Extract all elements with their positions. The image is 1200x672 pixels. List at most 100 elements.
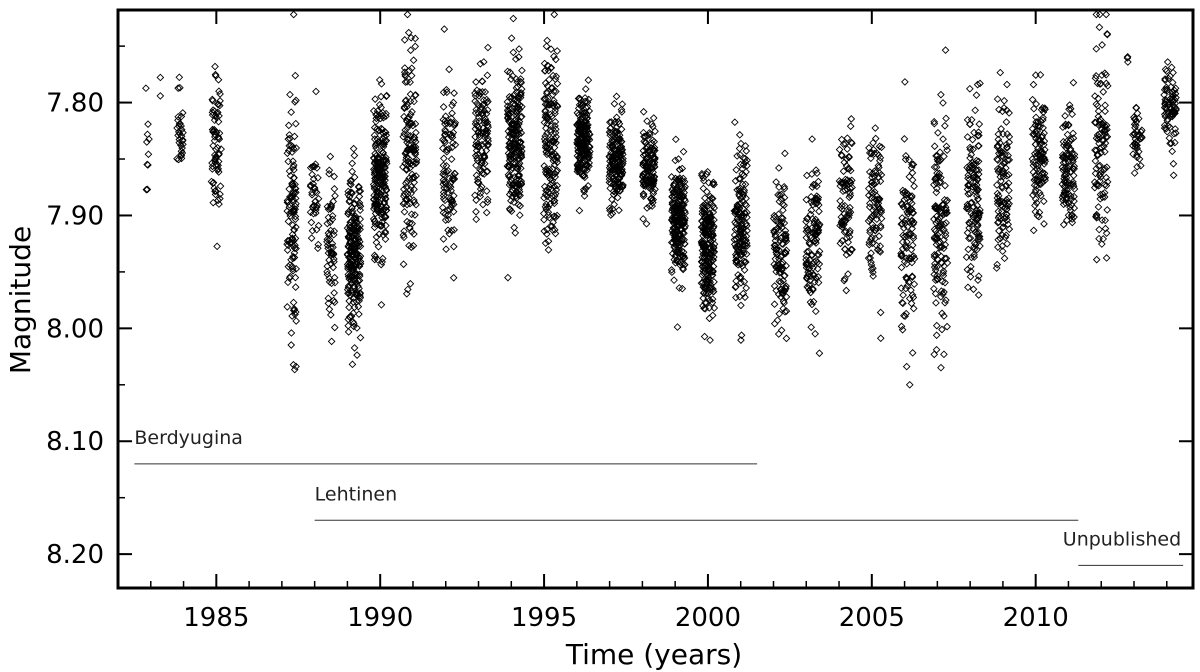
- data-point: [355, 276, 364, 285]
- data-point: [177, 147, 186, 156]
- data-point: [309, 175, 318, 183]
- data-point: [406, 90, 415, 99]
- coverage-label: Lehtinen: [315, 483, 398, 505]
- data-point: [1000, 254, 1009, 263]
- data-point: [174, 84, 182, 92]
- data-point: [352, 260, 361, 268]
- data-point: [369, 180, 378, 189]
- data-point: [448, 101, 456, 110]
- data-point: [476, 192, 485, 201]
- data-point: [446, 194, 455, 203]
- data-point: [372, 233, 381, 241]
- data-point: [1169, 159, 1178, 168]
- data-point: [1133, 162, 1141, 171]
- data-point: [478, 77, 486, 86]
- data-point: [639, 107, 648, 116]
- data-point: [345, 192, 354, 201]
- data-point: [353, 351, 361, 359]
- data-point: [177, 150, 185, 159]
- data-point: [966, 262, 975, 271]
- data-point: [284, 241, 293, 250]
- data-point: [866, 154, 875, 163]
- data-point: [291, 189, 299, 197]
- data-point: [403, 10, 412, 19]
- data-point: [474, 109, 483, 117]
- data-point: [445, 145, 453, 153]
- data-point: [775, 164, 783, 172]
- data-point: [908, 176, 917, 184]
- data-point: [289, 174, 298, 182]
- data-point: [330, 298, 339, 307]
- data-point: [290, 132, 299, 141]
- data-point: [930, 142, 939, 151]
- data-point: [504, 273, 512, 282]
- x-tick-label: 2000: [675, 603, 741, 633]
- data-point: [348, 360, 357, 369]
- data-point: [325, 169, 333, 178]
- data-point: [349, 309, 358, 318]
- data-point: [404, 158, 413, 166]
- data-point: [807, 323, 816, 332]
- data-point: [310, 162, 319, 171]
- data-point: [478, 159, 486, 168]
- data-point: [444, 226, 452, 235]
- data-point: [307, 218, 316, 227]
- data-point: [350, 282, 358, 290]
- data-point: [292, 317, 301, 325]
- data-point: [380, 156, 389, 165]
- data-point: [377, 103, 385, 112]
- data-point: [374, 126, 383, 134]
- data-point: [346, 237, 355, 246]
- data-point: [330, 227, 339, 236]
- data-point: [407, 243, 416, 252]
- data-point: [407, 71, 416, 80]
- data-point: [376, 114, 385, 123]
- data-point: [378, 178, 387, 186]
- data-point: [286, 134, 294, 143]
- data-point: [674, 155, 683, 163]
- data-point: [472, 78, 480, 86]
- data-point: [381, 183, 390, 192]
- data-point: [445, 205, 454, 214]
- data-point: [375, 76, 384, 84]
- data-point: [175, 120, 184, 128]
- data-point: [284, 262, 293, 271]
- data-point: [515, 45, 523, 53]
- data-point: [1169, 68, 1177, 77]
- data-point: [291, 273, 300, 282]
- data-point: [411, 211, 419, 219]
- data-point: [370, 123, 379, 132]
- data-point: [482, 187, 491, 195]
- data-point: [447, 155, 456, 164]
- coverage-label: Berdyugina: [134, 427, 243, 449]
- data-point: [410, 198, 419, 207]
- data-point: [443, 119, 451, 128]
- data-point: [412, 158, 421, 166]
- data-point: [291, 310, 299, 319]
- data-point: [472, 161, 480, 170]
- y-axis-title: Magnitude: [4, 226, 37, 374]
- data-point: [306, 208, 315, 217]
- data-point: [548, 90, 557, 99]
- data-point: [444, 215, 453, 224]
- data-point: [446, 119, 454, 128]
- data-point: [937, 363, 945, 372]
- data-point: [575, 206, 584, 215]
- data-point: [380, 174, 388, 183]
- data-point: [735, 130, 744, 139]
- data-point: [996, 68, 1005, 77]
- data-point: [378, 258, 386, 266]
- data-point: [1040, 220, 1048, 228]
- data-point: [782, 334, 791, 343]
- data-point: [374, 242, 383, 251]
- data-point: [473, 121, 481, 130]
- data-point: [732, 165, 741, 174]
- data-point: [291, 308, 300, 316]
- data-point: [941, 121, 949, 130]
- data-point: [770, 319, 779, 328]
- data-point: [214, 168, 223, 176]
- y-tick-label: 8.00: [46, 314, 104, 344]
- data-point: [401, 195, 410, 204]
- data-point: [356, 187, 365, 195]
